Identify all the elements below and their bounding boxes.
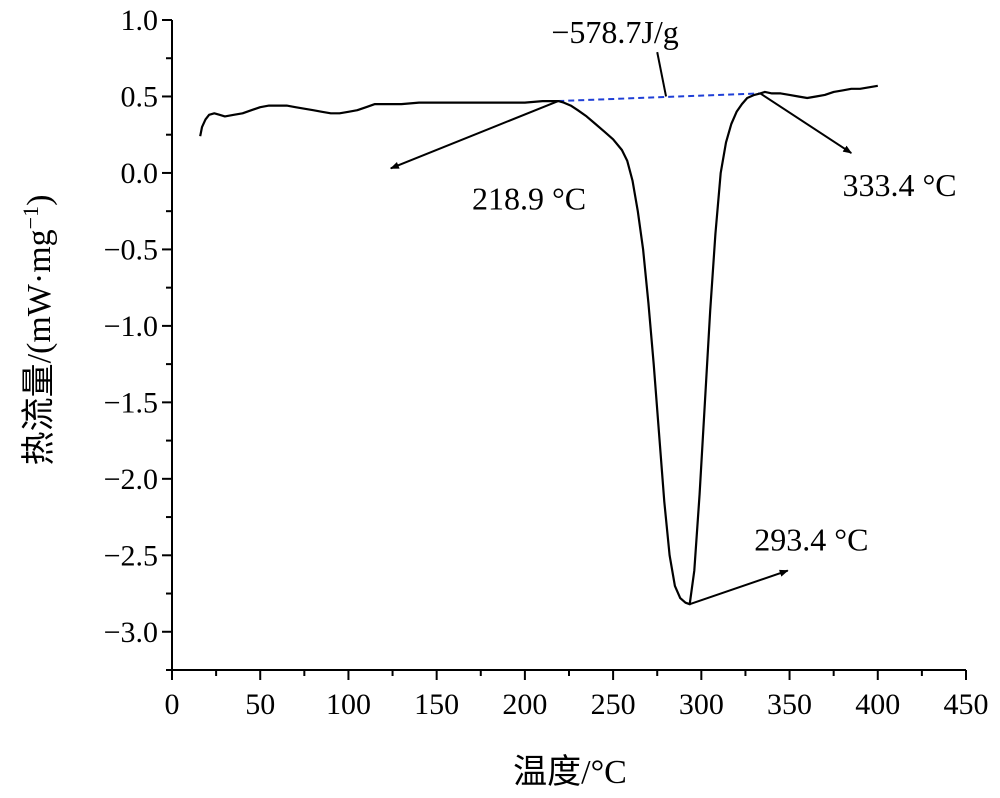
x-tick-label: 250 bbox=[591, 688, 636, 721]
y-tick-label: −0.5 bbox=[104, 233, 158, 266]
y-axis-title-main: 热流量/(mW·mg bbox=[20, 229, 58, 465]
x-tick-label: 150 bbox=[414, 688, 459, 721]
y-tick-label: −3.0 bbox=[104, 616, 158, 649]
annotation-label: 293.4 °C bbox=[754, 522, 868, 558]
x-tick-label: 0 bbox=[165, 688, 180, 721]
y-tick-label: −2.0 bbox=[104, 463, 158, 496]
x-tick-label: 400 bbox=[855, 688, 900, 721]
axis-tick-labels: 0 50 100 150 200 250 300 350 400 450 1.0 0.5 0.0 −0.5… bbox=[104, 4, 989, 721]
integration-baseline bbox=[558, 92, 761, 103]
annotation-label: −578.7J/g bbox=[551, 14, 678, 50]
x-tick-label: 300 bbox=[679, 688, 724, 721]
x-tick-label: 450 bbox=[944, 688, 989, 721]
y-axis-title: 热流量/(mW·mg−1) bbox=[18, 195, 58, 466]
x-tick-label: 350 bbox=[767, 688, 812, 721]
y-tick-label: −1.0 bbox=[104, 310, 158, 343]
y-axis-title-close: ) bbox=[21, 195, 58, 206]
annotation-layer: −578.7J/g 218.9 °C 333.4 °C 293.4 °C bbox=[389, 14, 957, 606]
annotation-arrow bbox=[689, 569, 789, 606]
annotation-label: 218.9 °C bbox=[472, 181, 586, 217]
y-tick-label: 0.0 bbox=[121, 157, 159, 190]
x-tick-label: 100 bbox=[326, 688, 371, 721]
y-tick-label: 1.0 bbox=[121, 4, 159, 37]
x-axis-title: 温度/°C bbox=[513, 753, 627, 791]
annotation-arrow bbox=[389, 100, 559, 170]
y-tick-label: 0.5 bbox=[121, 80, 159, 113]
x-tick-label: 200 bbox=[502, 688, 547, 721]
axis-ticks bbox=[162, 19, 967, 680]
y-axis-title-superscript: −1 bbox=[18, 206, 43, 229]
baseline-layer bbox=[558, 92, 761, 103]
y-tick-label: −2.5 bbox=[104, 539, 158, 572]
annotation-leader bbox=[656, 51, 668, 97]
x-tick-label: 50 bbox=[245, 688, 275, 721]
plot-frame bbox=[171, 20, 966, 671]
y-tick-label: −1.5 bbox=[104, 386, 158, 419]
annotation-arrow bbox=[759, 92, 853, 154]
annotation-label: 333.4 °C bbox=[842, 167, 956, 203]
